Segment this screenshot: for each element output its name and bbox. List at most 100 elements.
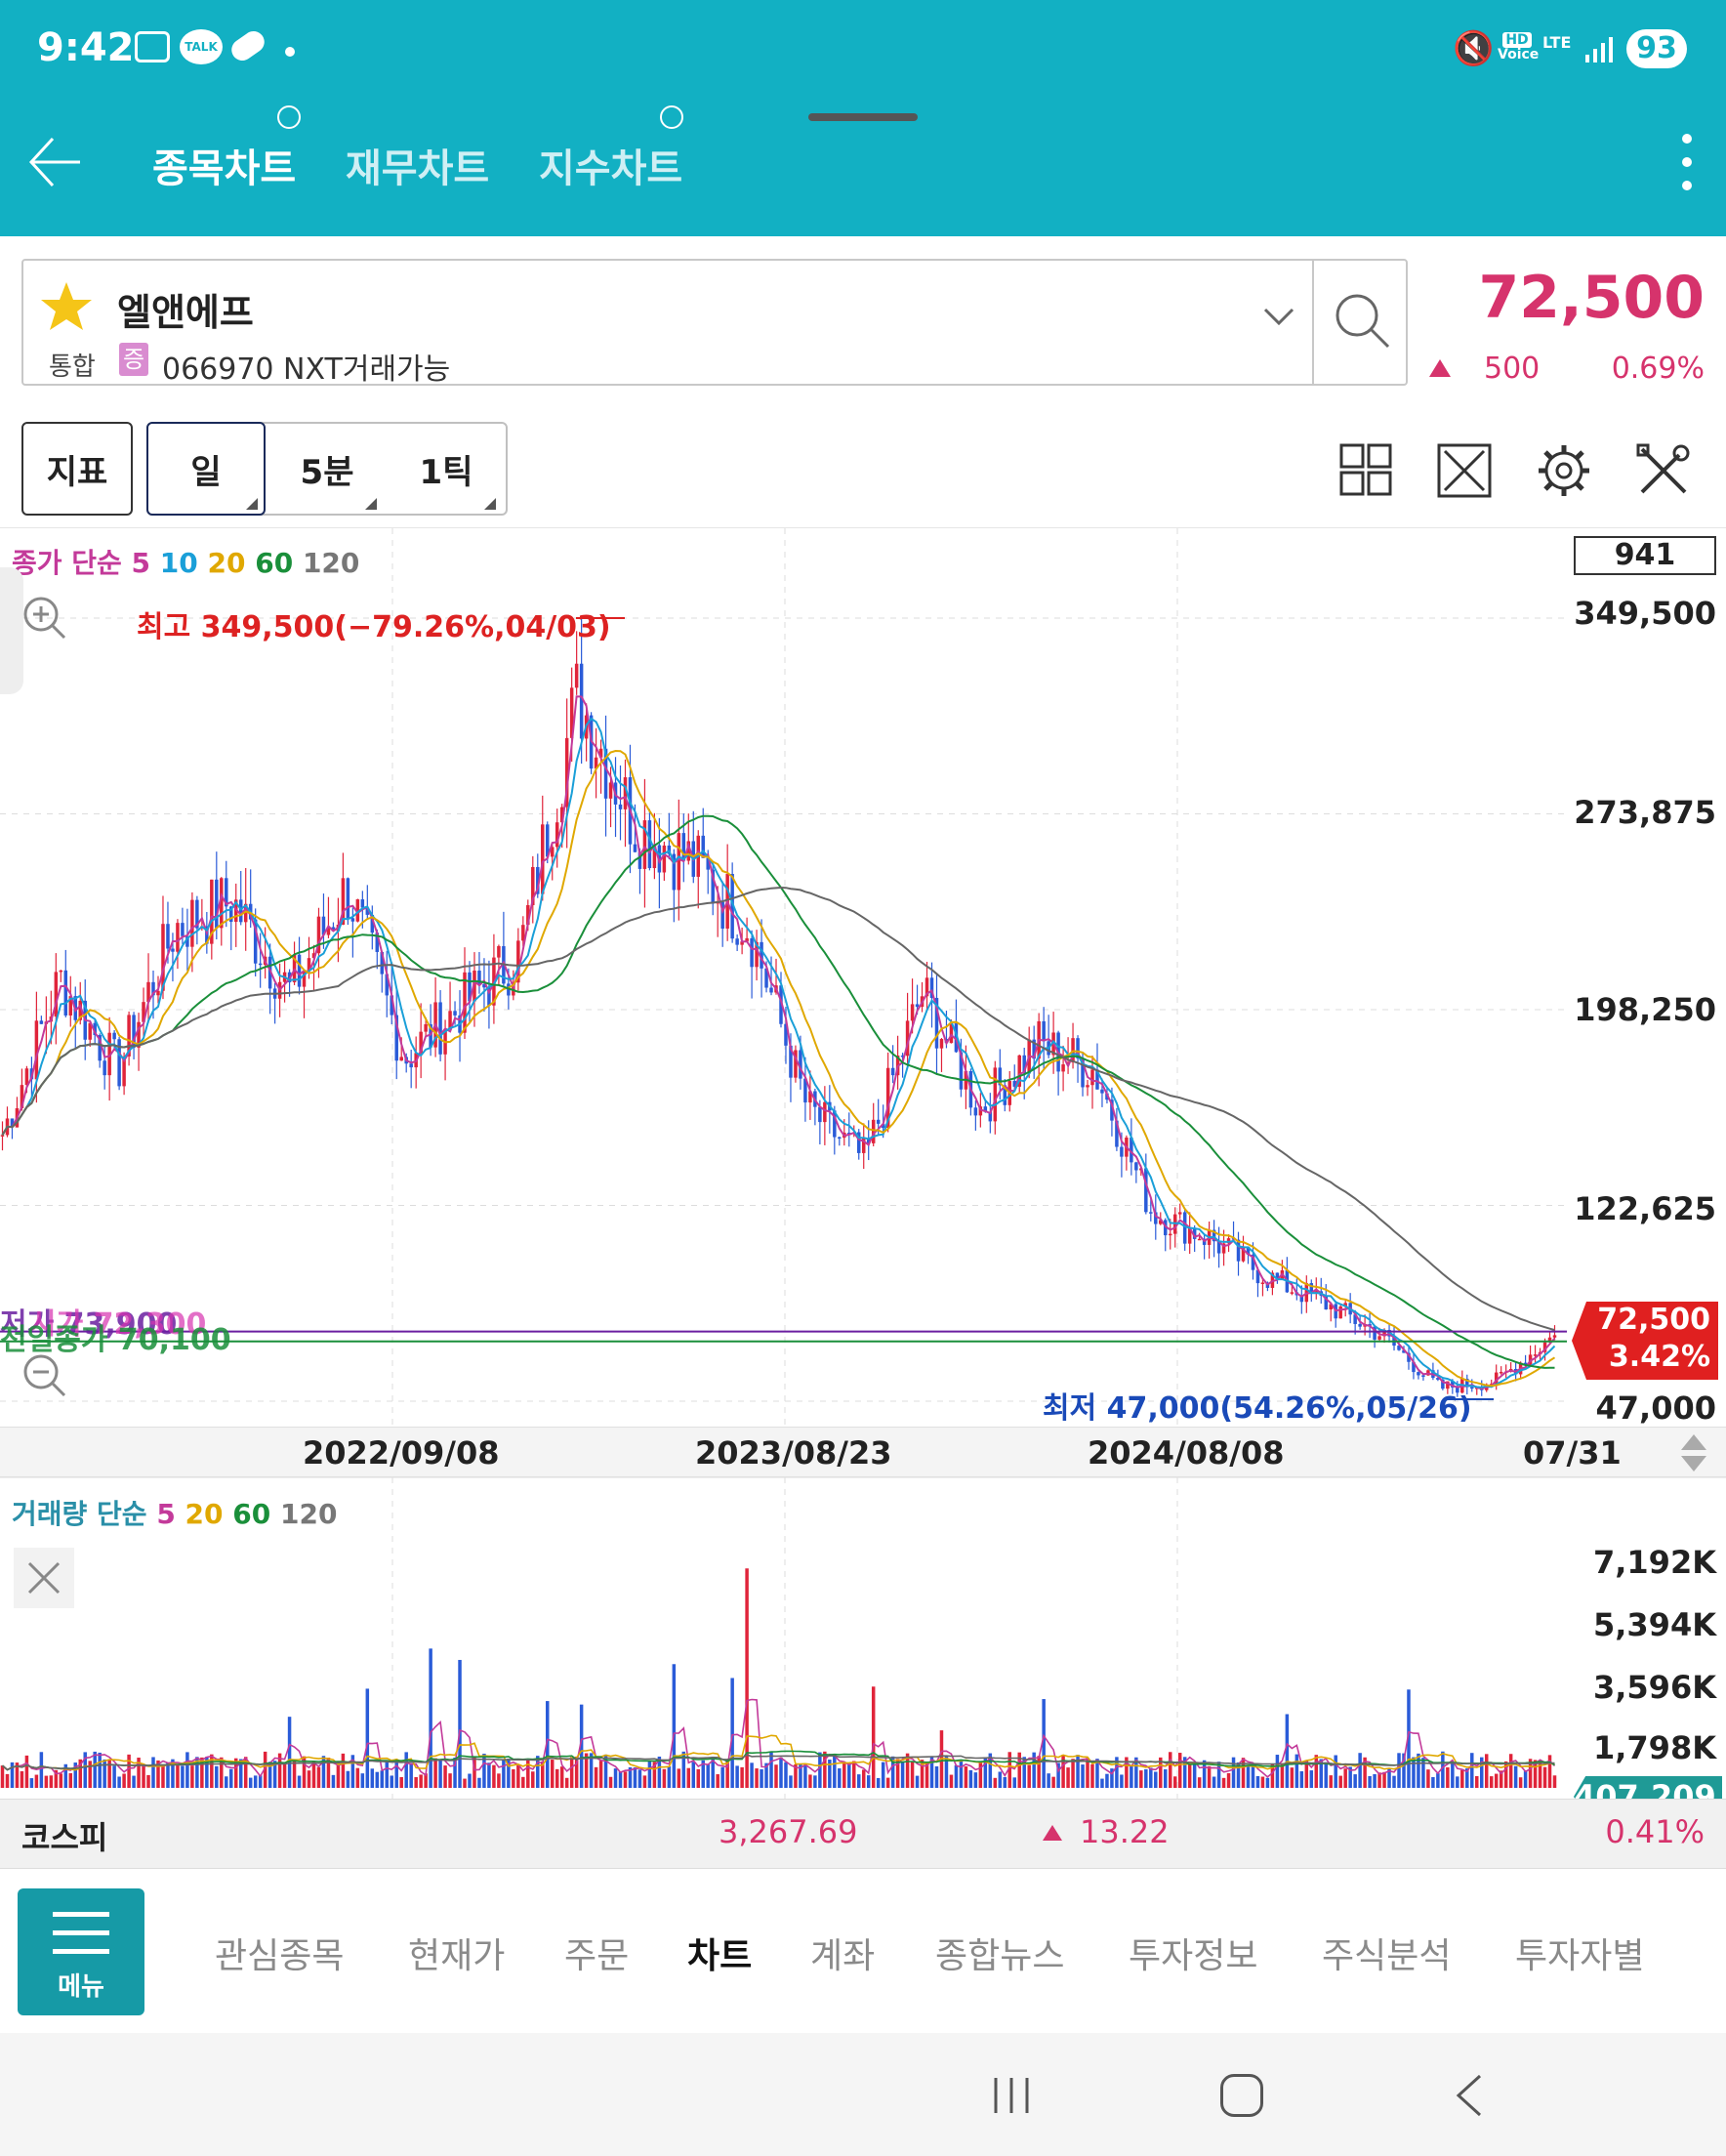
nav-watchlist[interactable]: 관심종목 — [215, 1936, 345, 1976]
nav-stock-analysis[interactable]: 주식분석 — [1322, 1936, 1452, 1976]
volume-bar — [531, 1771, 535, 1788]
menu-button[interactable]: 메뉴 — [18, 1888, 144, 2015]
candle-body — [331, 927, 336, 932]
candle-body — [516, 940, 520, 983]
recent-apps-icon[interactable] — [990, 2076, 1033, 2115]
tab-financial-chart[interactable]: 재무차트 — [346, 146, 490, 191]
candle-body — [1212, 1229, 1216, 1242]
volume-bar — [463, 1778, 467, 1788]
volume-bar — [1294, 1754, 1299, 1788]
zoom-in-icon[interactable] — [21, 595, 68, 642]
volume-bar — [458, 1659, 462, 1788]
volume-average-line — [1, 1698, 1556, 1778]
chart-area[interactable]: 종가 단순 5 10 20 60 120 최고 349,500(−79.26%,… — [0, 527, 1726, 1817]
home-icon[interactable] — [1220, 2074, 1263, 2117]
volume-bar — [370, 1768, 375, 1788]
candle-body — [390, 995, 393, 1016]
more-menu-icon[interactable] — [1677, 131, 1697, 193]
close-volume-icon[interactable] — [14, 1548, 74, 1608]
volume-bar — [1007, 1752, 1012, 1788]
zoom-out-icon[interactable] — [21, 1352, 68, 1399]
candle-body — [876, 1119, 881, 1124]
candle-body — [375, 933, 380, 952]
nav-news[interactable]: 종합뉴스 — [935, 1936, 1065, 1976]
volume-bar — [1417, 1753, 1420, 1788]
candle-body — [808, 1091, 812, 1103]
volume-bar — [1241, 1758, 1246, 1788]
x-tick-label: 2024/08/08 — [1088, 1434, 1285, 1472]
candle-body — [20, 1085, 24, 1108]
candle-body — [477, 971, 481, 985]
volume-bar — [1120, 1774, 1124, 1788]
candle-body — [667, 845, 672, 854]
volume-bar — [336, 1762, 341, 1788]
period-tick-button[interactable]: 1틱 — [389, 426, 504, 512]
candle-body — [929, 977, 934, 998]
tab-stock-chart[interactable]: 종목차트 — [152, 146, 297, 191]
count-box[interactable]: 941 — [1574, 536, 1716, 575]
dropdown-chevron-icon[interactable] — [1261, 304, 1296, 327]
volume-bar — [1236, 1762, 1241, 1788]
volume-bar — [311, 1762, 316, 1788]
candle-body — [735, 938, 739, 945]
tab-index-chart[interactable]: 지수차트 — [539, 146, 683, 191]
volume-bar — [302, 1756, 307, 1788]
nav-investment-info[interactable]: 투자정보 — [1129, 1936, 1258, 1976]
drag-handle[interactable] — [808, 113, 918, 121]
nav-investor[interactable]: 투자자별 — [1515, 1936, 1645, 1976]
volume-bar — [1538, 1761, 1542, 1788]
fullscreen-icon[interactable] — [1437, 443, 1492, 498]
volume-bar — [233, 1758, 238, 1788]
settings-gear-icon[interactable] — [1537, 443, 1591, 498]
favorite-star-icon[interactable] — [39, 280, 94, 333]
candle-body — [861, 1138, 866, 1153]
candle-body — [1329, 1304, 1333, 1310]
pill-icon — [226, 26, 269, 65]
scroll-arrows-icon[interactable] — [1679, 1432, 1708, 1473]
candle-body — [1086, 1085, 1089, 1088]
candle-body — [1377, 1336, 1381, 1340]
price-volume-chart[interactable] — [0, 528, 1726, 1800]
candle-body — [794, 1050, 798, 1078]
volume-bar — [1451, 1762, 1455, 1788]
nav-current-price[interactable]: 현재가 — [408, 1936, 506, 1976]
volume-bar — [1012, 1777, 1016, 1788]
period-5min-button[interactable]: 5분 — [269, 426, 385, 512]
volume-bar — [1518, 1777, 1523, 1788]
price-change-pct: 0.69% — [1611, 352, 1705, 386]
tools-icon[interactable] — [1636, 443, 1691, 498]
legend-label: 종가 단순 — [12, 547, 122, 579]
candle-body — [78, 1000, 82, 1020]
candle-body — [1353, 1314, 1357, 1324]
candle-body — [1134, 1162, 1138, 1171]
candle-body — [550, 847, 555, 857]
legend-ma10: 10 — [159, 547, 198, 579]
back-arrow-icon[interactable] — [25, 133, 84, 191]
nav-chart[interactable]: 차트 — [687, 1936, 753, 1976]
volume-bar — [1100, 1778, 1104, 1788]
candle-body — [1216, 1241, 1221, 1254]
candle-body — [1499, 1371, 1503, 1374]
search-icon[interactable] — [1332, 290, 1394, 352]
stock-selector[interactable]: 엘앤에프 통합 증 066970 NXT거래가능 — [21, 259, 1408, 387]
indicator-button[interactable]: 지표 — [21, 422, 133, 516]
back-icon[interactable] — [1455, 2074, 1484, 2117]
nav-account[interactable]: 계좌 — [810, 1936, 876, 1976]
volume-bar — [1130, 1765, 1133, 1788]
candle-body — [1042, 1020, 1046, 1042]
side-handle[interactable] — [0, 567, 23, 694]
candle-body — [1552, 1335, 1557, 1338]
candle-body — [838, 1137, 842, 1140]
volume-bar — [1260, 1776, 1265, 1788]
overlay-label-open: 시가 72,300 — [29, 1307, 207, 1342]
volume-bar — [769, 1751, 773, 1788]
volume-bar — [365, 1688, 370, 1788]
layout-grid-icon[interactable] — [1339, 443, 1392, 496]
candle-body — [1412, 1361, 1416, 1373]
candle-body — [866, 1138, 871, 1143]
nav-order[interactable]: 주문 — [564, 1936, 630, 1976]
index-bar[interactable]: 코스피 3,267.69 13.22 0.41% — [0, 1799, 1726, 1869]
candle-body — [409, 1063, 413, 1068]
period-day-button[interactable]: 일 — [146, 422, 266, 516]
y-tick-label: 273,875 — [1574, 794, 1716, 831]
